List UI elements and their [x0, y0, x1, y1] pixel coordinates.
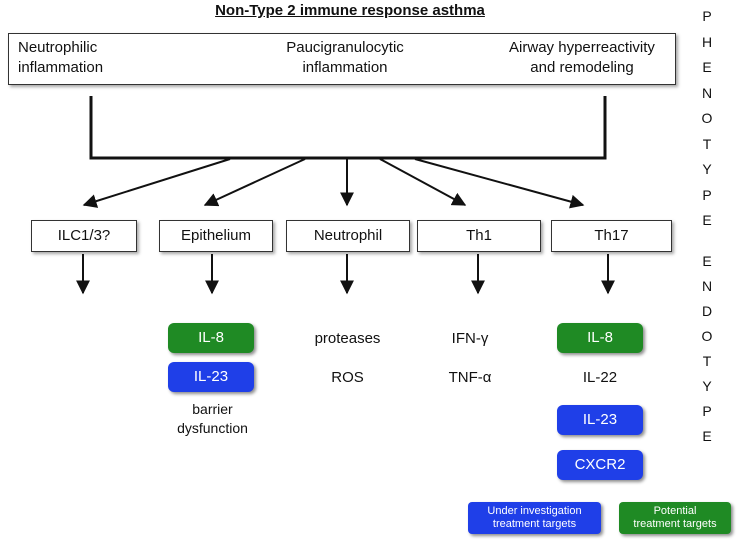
phenotype-vertical-label: P H E N O T Y P E — [697, 8, 717, 238]
phenotype-letter: H — [701, 33, 713, 50]
phenotype-letter: P — [702, 186, 712, 203]
endotype-vertical-label: E N D O T Y P E — [697, 253, 717, 453]
phenotype-letter: E — [702, 212, 712, 228]
th17-il8-target: IL-8 — [557, 323, 643, 353]
endotype-letter: D — [701, 303, 713, 319]
legend-under-investigation: Under investigation treatment targets — [468, 502, 601, 534]
phenotype-airway-hyperreactivity: Airway hyperreactivity and remodeling — [509, 39, 655, 76]
arrow-to-epithelium — [203, 158, 306, 207]
arrow-to-th17 — [414, 158, 585, 209]
th1-tnf-alpha: TNF-α — [448, 369, 492, 386]
cell-epithelium: Epithelium — [159, 220, 273, 252]
phenotype-letter: Y — [702, 161, 712, 177]
phenotype-neutrophilic: Neutrophilic inflammation — [18, 39, 104, 76]
arrow-to-th1 — [379, 158, 467, 206]
phenotype-letter: T — [702, 135, 712, 152]
th1-ifn-gamma: IFN-γ — [451, 330, 489, 347]
endotype-letter: O — [701, 328, 713, 344]
cell-th1: Th1 — [417, 220, 541, 252]
th17-cxcr2-target: CXCR2 — [557, 450, 643, 480]
endotype-letter: P — [702, 403, 712, 419]
epithelium-il8-target: IL-8 — [168, 323, 254, 353]
phenotype-letter: P — [702, 8, 712, 24]
cell-ilc: ILC1/3? — [31, 220, 137, 252]
phenotype-letter: N — [701, 84, 713, 101]
th17-il23-target: IL-23 — [557, 405, 643, 435]
legend-potential-targets: Potential treatment targets — [619, 502, 731, 534]
endotype-letter: T — [702, 353, 712, 369]
endotype-letter: N — [701, 278, 713, 294]
endotype-letter: E — [702, 253, 712, 269]
endotype-letter: E — [702, 428, 712, 444]
endotype-letter: Y — [702, 378, 712, 394]
epithelium-il23-target: IL-23 — [168, 362, 254, 392]
phenotype-letter: O — [701, 110, 713, 126]
cell-neutrophil: Neutrophil — [286, 220, 410, 252]
epithelium-barrier-dysfunction: barrier dysfunction — [177, 401, 248, 436]
diagram-title: Non-Type 2 immune response asthma — [215, 2, 485, 19]
neutrophil-ros: ROS — [331, 369, 364, 386]
phenotype-box — [8, 33, 676, 85]
phenotype-letter: E — [702, 59, 712, 75]
neutrophil-proteases: proteases — [314, 330, 381, 347]
phenotype-paucigranulocytic: Paucigranulocytic inflammation — [286, 39, 404, 76]
th17-il22: IL-22 — [582, 369, 618, 386]
arrow-to-ilc — [82, 158, 231, 208]
cell-th17: Th17 — [551, 220, 672, 252]
